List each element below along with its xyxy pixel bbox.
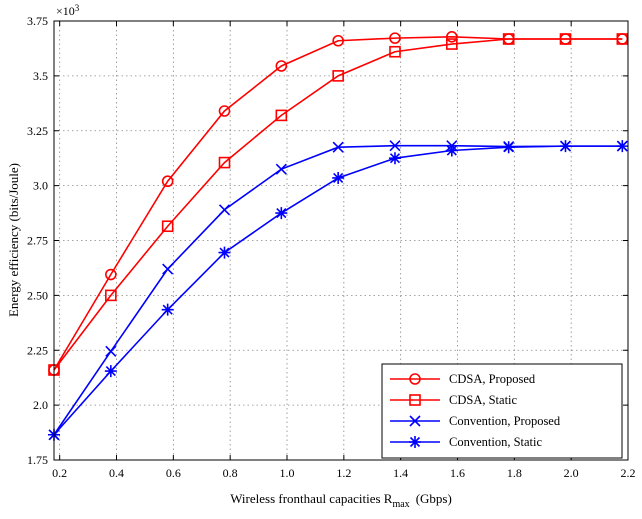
x-tick-label: 2.2 [621, 466, 636, 480]
circle-marker [409, 373, 421, 385]
y-tick-label: 1.75 [27, 453, 48, 467]
asterisk-marker [275, 207, 288, 220]
x-tick-label: 1.6 [450, 466, 465, 480]
x-marker [409, 415, 421, 427]
x-marker [275, 163, 287, 175]
x-tick-label: 1.0 [280, 466, 295, 480]
x-tick-label: 0.8 [223, 466, 238, 480]
asterisk-marker [445, 144, 458, 157]
x-marker [218, 204, 231, 216]
x-tick-label: 1.8 [507, 466, 522, 480]
x-tick-label: 0.4 [109, 466, 124, 480]
legend-label: CDSA, Proposed [449, 372, 536, 386]
x-marker [332, 141, 344, 153]
y-tick-label: 2.50 [27, 288, 48, 302]
circle-marker [446, 31, 458, 43]
legend-entry: Convention, Proposed [390, 414, 561, 428]
x-tick-label: 0.6 [166, 466, 181, 480]
x-tick-label: 0.2 [52, 466, 67, 480]
square-marker [218, 156, 231, 169]
asterisk-marker [616, 140, 629, 153]
asterisk-marker [388, 152, 401, 165]
square-marker [446, 38, 458, 50]
x-tick-label: 1.4 [393, 466, 408, 480]
x-marker [162, 263, 174, 275]
legend-label: CDSA, Static [449, 393, 518, 407]
x-tick-label: 1.2 [336, 466, 351, 480]
series-cdsa-static [48, 33, 629, 376]
circle-marker [389, 32, 401, 44]
circle-marker [275, 60, 288, 72]
circle-marker [218, 105, 231, 117]
legend-label: Convention, Static [449, 435, 543, 449]
x-tick-label: 2.0 [564, 466, 579, 480]
circle-marker [105, 268, 117, 281]
legend: CDSA, Proposed CDSA, Static Convention, Pr… [381, 363, 623, 459]
legend-entry: Convention, Static [390, 435, 543, 449]
circle-marker [161, 175, 174, 188]
y-tick-label: 3.0 [33, 179, 48, 193]
x-marker [389, 140, 401, 152]
y-axis-label: Energy efficiency (bits/Joule) [6, 163, 21, 317]
y-tick-label: 3.25 [27, 124, 48, 138]
asterisk-marker [409, 436, 421, 448]
y-tick-label: 2.75 [27, 234, 48, 248]
square-marker [161, 220, 174, 233]
x-marker [105, 345, 117, 357]
asterisk-marker [559, 140, 572, 153]
asterisk-marker [161, 303, 174, 316]
y-multiplier: ×103 [56, 3, 80, 18]
legend-entry: CDSA, Static [390, 393, 518, 407]
circle-marker [332, 34, 344, 47]
x-axis-label: Wireless fronthaul capacities Rmax (Gbps) [230, 491, 452, 510]
series-layer [48, 31, 629, 441]
y-tick-label: 2.25 [27, 343, 48, 357]
y-tick-label: 2.0 [33, 398, 48, 412]
asterisk-marker [502, 141, 515, 154]
axis-ticks: 0.2 0.4 0.6 0.8 1.0 1.2 1.4 1.6 1.8 2.0 2.2 1.75 2.0… [27, 14, 636, 480]
asterisk-marker [218, 246, 231, 259]
square-marker [332, 70, 344, 82]
square-marker [389, 45, 401, 58]
square-marker [409, 394, 421, 406]
square-marker [616, 33, 629, 45]
series-line [53, 38, 623, 371]
y-tick-label: 3.75 [27, 14, 48, 28]
square-marker [275, 109, 288, 122]
asterisk-marker [104, 365, 117, 378]
y-tick-label: 3.5 [33, 69, 48, 83]
legend-entry: CDSA, Proposed [390, 372, 536, 386]
square-marker [105, 289, 117, 302]
square-marker [502, 33, 515, 45]
legend-label: Convention, Proposed [449, 414, 561, 428]
asterisk-marker [332, 171, 345, 184]
square-marker [559, 33, 572, 45]
